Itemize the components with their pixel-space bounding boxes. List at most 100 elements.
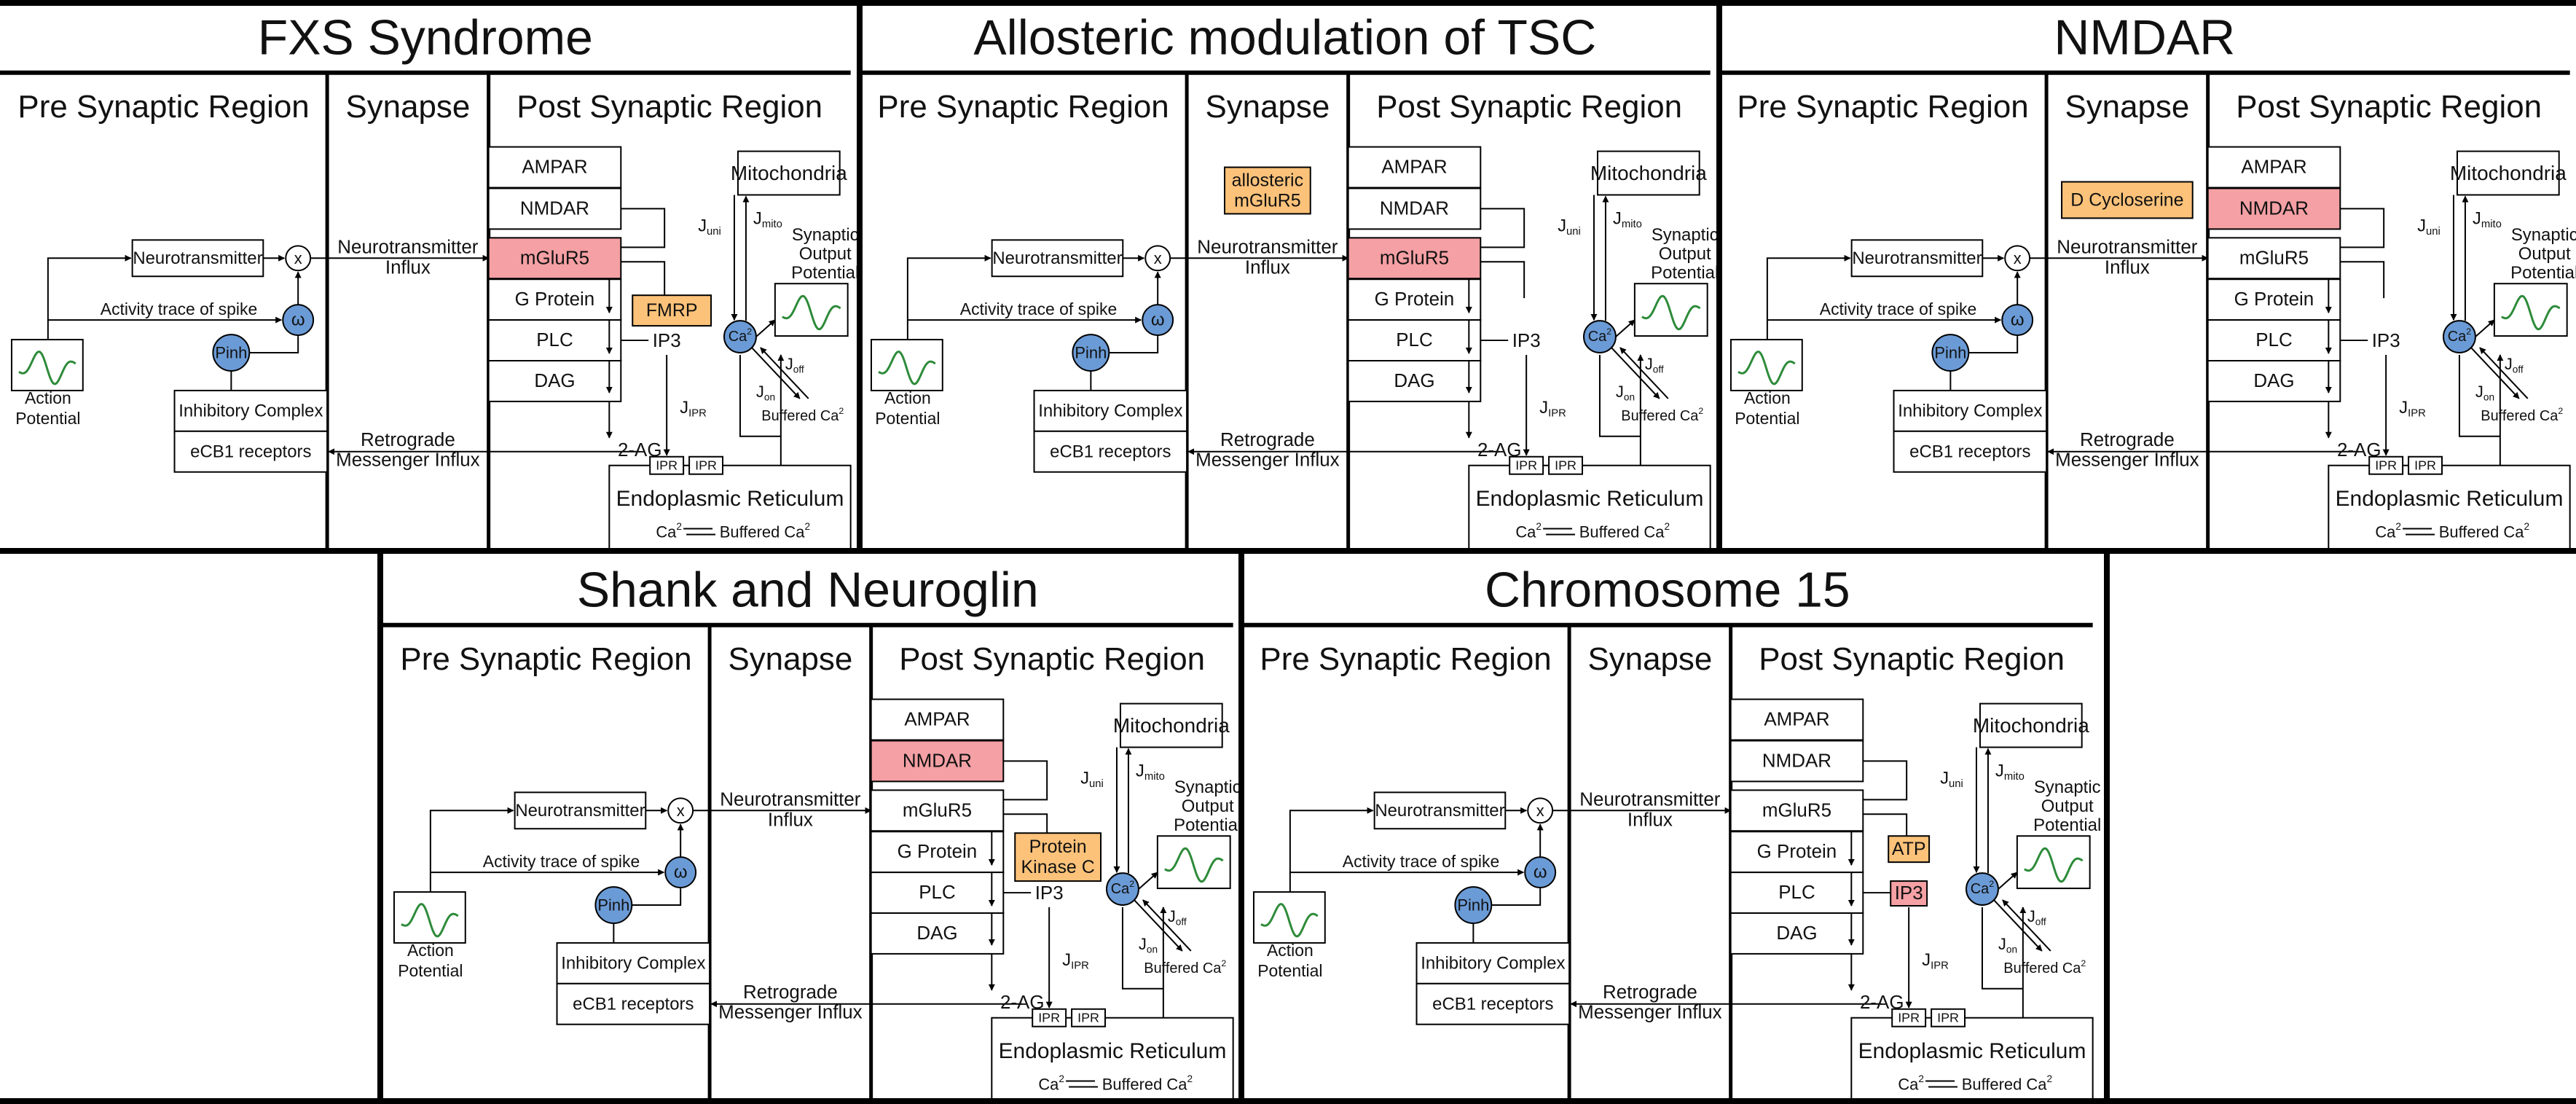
ipr-right: IPR — [2408, 455, 2443, 475]
pre-heading: Pre Synaptic Region — [1737, 89, 2028, 125]
mitochondria-box — [737, 150, 841, 196]
ca-node-label: Ca2 — [1111, 879, 1135, 897]
ipr-right: IPR — [1931, 1008, 1966, 1027]
post-ampar-box — [1729, 698, 1864, 741]
synaptic-output-3: Potential — [1651, 263, 1719, 283]
retrograde-label-2: Messenger Influx — [2055, 450, 2199, 471]
post-plc: PLC — [1347, 319, 1482, 362]
synaptic-output-trace-wave — [2501, 294, 2561, 331]
j-off-arrow — [2002, 899, 2051, 952]
x-node-label: x — [2014, 249, 2022, 267]
inhibitory-complex: Inhibitory Complex — [173, 389, 329, 432]
er-label: Endoplasmic Reticulum — [616, 487, 844, 511]
mitochondria-box — [1596, 150, 1700, 196]
post-dag-label: DAG — [1394, 371, 1434, 391]
x-node: x — [667, 797, 694, 824]
inhibitory-complex-label: Inhibitory Complex — [1038, 401, 1182, 420]
activity-trace-label: Activity trace of spike — [1820, 300, 1976, 318]
ca-to-output — [1138, 872, 1158, 890]
ecb1-receptors-label: eCB1 receptors — [573, 994, 694, 1014]
ipr-left-label: IPR — [1898, 1011, 1920, 1025]
ca-node: Ca2 — [723, 320, 757, 354]
synaptic-output-trace-wave — [782, 294, 841, 331]
action-potential-trace-frame — [1729, 339, 1803, 391]
post-plc: PLC — [1729, 872, 1864, 915]
synaptic-output-2: Output — [2518, 244, 2571, 264]
post-dag-box — [1347, 360, 1482, 402]
post-dag-label: DAG — [534, 371, 575, 391]
synaptic-output-trace — [2493, 283, 2568, 337]
j-on-arrow — [751, 347, 801, 399]
j-on-label: Jon — [1998, 934, 2017, 955]
annotation-box — [1888, 835, 1931, 864]
er-buffered-ca: Buffered Ca2 — [720, 520, 810, 541]
panel-4: Chromosome 15 Pre Synaptic Region Synapse P… — [1242, 563, 2101, 1104]
panel-title: Chromosome 15 — [1485, 563, 1850, 617]
action-potential-trace — [870, 339, 943, 391]
action-potential-label-2: Potential — [398, 961, 463, 980]
ipr-right-box — [1931, 1008, 1966, 1027]
action-potential-trace-frame — [1252, 891, 1326, 944]
ca-node-label: Ca2 — [1588, 326, 1612, 345]
ipr-left: IPR — [1891, 1008, 1927, 1027]
post-nmdar: NMDAR — [1347, 187, 1482, 230]
synapse-heading: Synapse — [345, 89, 470, 125]
retrograde-label-2: Messenger Influx — [718, 1003, 863, 1023]
ca-to-er — [739, 355, 781, 437]
inhibitory-complex: Inhibitory Complex — [1033, 389, 1188, 432]
mglur5-link — [1480, 261, 1525, 299]
ecb1-receptors-label: eCB1 receptors — [190, 442, 311, 461]
inhibitory-complex: Inhibitory Complex — [1893, 389, 2048, 432]
ip3: IP3 — [1890, 880, 1928, 907]
neurotransmitter-box — [1850, 239, 1984, 278]
j-off-label: Joff — [1168, 907, 1187, 928]
ca-node: Ca2 — [1106, 872, 1139, 907]
annotation-box — [1014, 832, 1102, 882]
post-g-protein-label: G Protein — [515, 289, 595, 310]
j-uni-label: Juni — [2417, 216, 2440, 238]
post-ampar: AMPAR — [870, 698, 1005, 741]
mitochondria-label: Mitochondria — [1113, 714, 1230, 737]
post-dag: DAG — [2207, 360, 2341, 402]
annotation-line-0: FMRP — [646, 300, 698, 321]
ipr-left-box — [1891, 1008, 1927, 1027]
pre-heading: Pre Synaptic Region — [400, 641, 691, 677]
post-plc-box — [2207, 319, 2341, 362]
pre-heading: Pre Synaptic Region — [17, 89, 309, 125]
x-node-label: x — [1536, 802, 1544, 820]
ipr-right-box — [688, 455, 724, 475]
post-mglur5: mGluR5 — [2207, 237, 2341, 280]
post-ampar: AMPAR — [2207, 146, 2341, 189]
ca-to-output — [1615, 319, 1635, 337]
action-potential-label-1: Action — [407, 941, 454, 960]
retrograde-label-1: Retrograde — [2080, 430, 2175, 450]
action-potential-label-1: Action — [1744, 388, 1791, 407]
post-ampar-box — [487, 146, 622, 189]
nmdar-link — [621, 208, 666, 248]
post-g-protein: G Protein — [487, 278, 622, 321]
post-plc: PLC — [870, 872, 1005, 915]
mitochondria-box — [2456, 150, 2560, 196]
neurotransmitter-label: Neurotransmitter — [515, 801, 645, 821]
er-buffered-ca: Buffered Ca2 — [1579, 520, 1670, 541]
post-plc-label: PLC — [2255, 330, 2292, 351]
omega-node-label: ω — [674, 863, 688, 882]
nmdar-link — [1863, 760, 1908, 801]
mitochondria: Mitochondria — [1973, 702, 2089, 748]
er-ca: Ca2 — [1515, 520, 1542, 541]
panel-1: Allosteric modulation of TSC Pre Synaptic… — [860, 10, 1719, 554]
buffered-ca-label: Buffered Ca2 — [1144, 958, 1226, 976]
post-dag: DAG — [1347, 360, 1482, 402]
neuro-influx-label-1: Neurotransmitter — [2057, 237, 2198, 257]
ipr-left-label: IPR — [2375, 458, 2397, 473]
synaptic-output-1: Synaptic — [1652, 225, 1719, 245]
post-g-protein: G Protein — [1347, 278, 1482, 321]
omega-node-label: ω — [291, 310, 305, 330]
mitochondria: Mitochondria — [1113, 702, 1230, 748]
panel-2: NMDAR Pre Synaptic Region Synapse Post Syna… — [1719, 10, 2576, 554]
post-nmdar: NMDAR — [487, 187, 622, 230]
ecb1-receptors: eCB1 receptors — [1415, 982, 1571, 1025]
post-ampar-box — [870, 698, 1005, 741]
synaptic-output-trace-wave — [1164, 847, 1224, 883]
